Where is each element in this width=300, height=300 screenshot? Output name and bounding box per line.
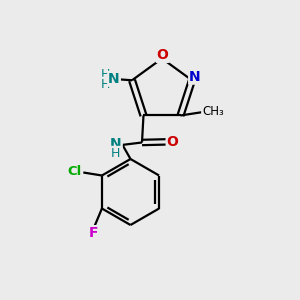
Text: N: N (189, 70, 201, 84)
Text: N: N (110, 137, 122, 151)
Text: H: H (111, 147, 121, 160)
Text: N: N (108, 72, 120, 86)
Text: Cl: Cl (67, 165, 81, 178)
Text: CH₃: CH₃ (202, 105, 224, 119)
Text: H: H (100, 68, 110, 81)
Text: H: H (100, 78, 110, 91)
Text: O: O (157, 48, 169, 62)
Text: O: O (167, 135, 178, 149)
Text: F: F (89, 226, 99, 240)
